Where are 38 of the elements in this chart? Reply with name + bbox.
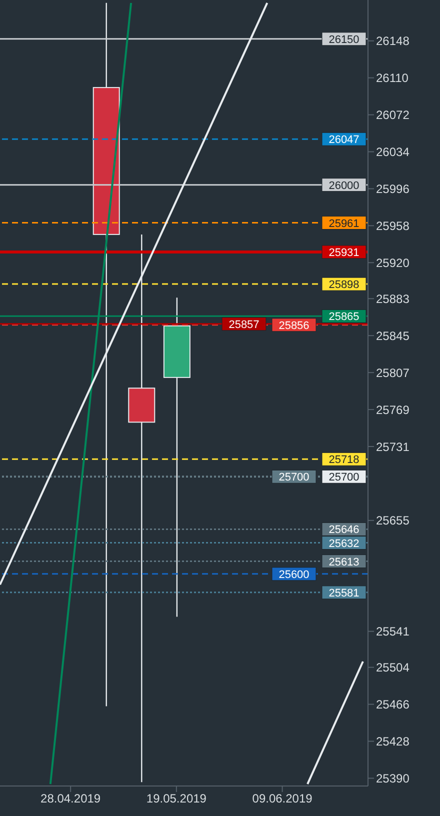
y-tick-label: 26072 bbox=[376, 108, 410, 122]
y-tick-label: 25996 bbox=[376, 182, 410, 196]
y-tick-label: 25655 bbox=[376, 514, 410, 528]
ref-line-label: 25898 bbox=[328, 279, 360, 292]
ref-line-label: 26000 bbox=[328, 180, 360, 192]
ref-line-label: 25581 bbox=[328, 587, 360, 600]
x-tick-label: 19.05.2019 bbox=[146, 792, 207, 806]
y-tick-label: 25920 bbox=[376, 256, 410, 270]
y-tick-label: 25541 bbox=[376, 624, 410, 639]
ref-line-label: 25718 bbox=[328, 454, 360, 466]
ref-line-label: 25600 bbox=[278, 568, 310, 581]
y-tick-label: 25466 bbox=[376, 698, 410, 712]
y-tick-label: 25769 bbox=[376, 402, 410, 417]
y-tick-label: 25731 bbox=[376, 440, 410, 454]
ref-line-label: 25931 bbox=[328, 246, 360, 259]
ref-line-label: 25857 bbox=[228, 318, 260, 331]
y-tick-label: 25958 bbox=[376, 218, 410, 233]
y-tick-label: 25883 bbox=[376, 292, 410, 306]
y-tick-label: 26110 bbox=[376, 71, 409, 86]
ref-line-label: 25632 bbox=[328, 538, 360, 550]
ref-line-label: 25700 bbox=[328, 472, 360, 484]
y-tick-label: 25504 bbox=[376, 660, 410, 675]
ref-line-label: 25961 bbox=[328, 218, 360, 230]
ref-line-label: 25856 bbox=[278, 320, 310, 332]
y-tick-label: 26148 bbox=[376, 34, 410, 48]
y-tick-label: 25807 bbox=[376, 366, 410, 380]
y-tick-label: 25845 bbox=[376, 328, 410, 343]
y-tick-label: 25428 bbox=[376, 734, 410, 749]
x-tick-label: 28.04.2019 bbox=[40, 792, 101, 806]
ref-line-label: 25613 bbox=[328, 556, 360, 568]
ref-line-label: 25646 bbox=[328, 524, 360, 536]
ref-line-label: 26047 bbox=[328, 134, 360, 146]
x-tick-label: 09.06.2019 bbox=[252, 792, 313, 806]
ref-line-label: 26150 bbox=[328, 34, 360, 46]
y-tick-label: 25390 bbox=[376, 771, 410, 786]
ref-line-label: 25700 bbox=[278, 472, 310, 484]
ref-line-label: 25865 bbox=[328, 311, 360, 324]
y-tick-label: 26034 bbox=[376, 145, 410, 160]
